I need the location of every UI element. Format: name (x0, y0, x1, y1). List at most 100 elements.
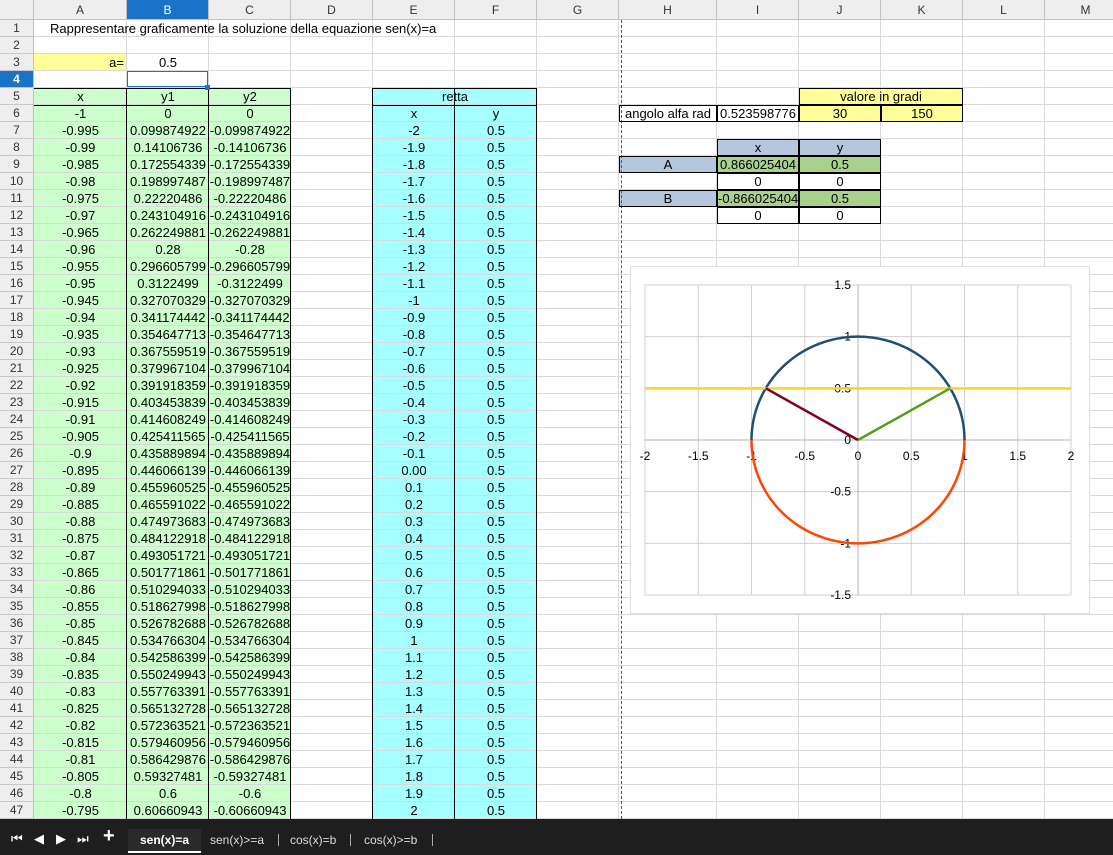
cell-retta-y[interactable]: 0.5 (486, 497, 506, 512)
row-header[interactable]: 14 (0, 241, 34, 258)
cell-y2[interactable]: -0.586429876 (209, 752, 291, 767)
cell-y1[interactable]: 0.446066139 (130, 463, 206, 478)
cell-y1[interactable]: 0.425411565 (130, 429, 206, 444)
cell-retta-y[interactable]: 0.5 (486, 752, 506, 767)
cell-retta-y[interactable]: 0.5 (486, 123, 506, 138)
cell-y1[interactable]: 0.3122499 (137, 276, 199, 291)
degrees-150[interactable]: 150 (881, 105, 963, 122)
cell-y1[interactable]: 0.518627998 (130, 599, 206, 614)
pointB-x[interactable]: -0.866025404 (717, 190, 799, 207)
column-header-H[interactable]: H (619, 0, 717, 20)
cell-retta-y[interactable]: 0.5 (486, 344, 506, 359)
cell-retta-y[interactable]: 0.5 (486, 548, 506, 563)
cell-retta-x[interactable]: 1.4 (404, 701, 424, 716)
row-header[interactable]: 7 (0, 122, 34, 139)
column-header-I[interactable]: I (717, 0, 799, 20)
cell-x[interactable]: -0.795 (62, 803, 99, 818)
row-header[interactable]: 10 (0, 173, 34, 190)
cell-retta-x[interactable]: 1.3 (404, 684, 424, 699)
cell-retta-x[interactable]: 0.2 (404, 497, 424, 512)
originA-y[interactable]: 0 (799, 173, 881, 190)
row-header[interactable]: 24 (0, 411, 34, 428)
cell-y1[interactable]: 0.579460956 (130, 735, 206, 750)
a-value-cell[interactable]: 0.5 (158, 55, 178, 70)
row-header[interactable]: 5 (0, 88, 34, 105)
cell-y1[interactable]: 0.403453839 (130, 395, 206, 410)
cell-y2[interactable]: -0.465591022 (209, 497, 291, 512)
cell-y2[interactable]: -0.262249881 (209, 225, 291, 240)
cell-y2[interactable]: -0.198997487 (209, 174, 291, 189)
cell-retta-y[interactable]: 0.5 (486, 480, 506, 495)
points-header-y[interactable]: y (799, 139, 881, 156)
cell-x[interactable]: -0.945 (62, 293, 99, 308)
cell-y1[interactable]: 0.6 (158, 786, 178, 801)
row-header[interactable]: 11 (0, 190, 34, 207)
cell-retta-x[interactable]: -1.9 (402, 140, 426, 155)
cell-retta-x[interactable]: -1.8 (402, 157, 426, 172)
cell-y2[interactable]: -0.534766304 (209, 633, 291, 648)
cell-y2[interactable]: -0.414608249 (209, 412, 291, 427)
cell-x[interactable]: -0.9 (69, 446, 92, 461)
row-header[interactable]: 1 (0, 20, 34, 37)
column-header-F[interactable]: F (455, 0, 537, 20)
cell-y2[interactable]: -0.542586399 (209, 650, 291, 665)
cell-x[interactable]: -0.965 (62, 225, 99, 240)
cell-y2[interactable]: -0.60660943 (213, 803, 287, 818)
cell-y2[interactable]: -0.579460956 (209, 735, 291, 750)
header-y2[interactable]: y2 (243, 89, 257, 104)
pointB-label[interactable]: B (619, 190, 717, 207)
column-header-E[interactable]: E (373, 0, 455, 20)
pointB-y[interactable]: 0.5 (799, 190, 881, 207)
cell-y2[interactable]: -0.172554339 (209, 157, 291, 172)
cell-y2[interactable]: -0.501771861 (209, 565, 291, 580)
row-header[interactable]: 28 (0, 479, 34, 496)
row-header[interactable]: 29 (0, 496, 34, 513)
cell-retta-x[interactable]: -1 (408, 293, 420, 308)
cell-retta-y[interactable]: 0.5 (486, 616, 506, 631)
cell-retta-x[interactable]: -1.6 (402, 191, 426, 206)
row-header[interactable]: 6 (0, 105, 34, 122)
cell-y1[interactable]: 0.60660943 (133, 803, 203, 818)
cell-x[interactable]: -0.84 (65, 650, 96, 665)
cell-retta-y[interactable]: 0.5 (486, 242, 506, 257)
cell-y2[interactable]: -0.435889894 (209, 446, 291, 461)
row-header[interactable]: 42 (0, 717, 34, 734)
cell-y2[interactable]: -0.557763391 (209, 684, 291, 699)
sheet-tab-cos-eq[interactable]: cos(x)=b (290, 833, 337, 847)
cell-retta-x[interactable]: 0.1 (404, 480, 424, 495)
sheet-title[interactable]: Rappresentare graficamente la soluzione … (50, 21, 437, 36)
cell-retta-x[interactable]: -0.6 (402, 361, 426, 376)
cell-y1[interactable]: 0.262249881 (130, 225, 206, 240)
cell-x[interactable]: -0.88 (65, 514, 96, 529)
cell-retta-y[interactable]: 0.5 (486, 599, 506, 614)
cell-retta-y[interactable]: 0.5 (486, 786, 506, 801)
cell-retta-x[interactable]: -0.1 (402, 446, 426, 461)
row-header[interactable]: 40 (0, 683, 34, 700)
originB-y[interactable]: 0 (799, 207, 881, 224)
cell-x[interactable]: -0.845 (62, 633, 99, 648)
cell-x[interactable]: -0.83 (65, 684, 96, 699)
cell-retta-y[interactable]: 0.5 (486, 327, 506, 342)
cell-y2[interactable]: -0.379967104 (209, 361, 291, 376)
row-header[interactable]: 34 (0, 581, 34, 598)
cell-y2[interactable]: -0.510294033 (209, 582, 291, 597)
row-header[interactable]: 16 (0, 275, 34, 292)
cell-x[interactable]: -0.935 (62, 327, 99, 342)
cell-y2[interactable]: -0.367559519 (209, 344, 291, 359)
cell-y1[interactable]: 0.526782688 (130, 616, 206, 631)
cell-retta-x[interactable]: 1.8 (404, 769, 424, 784)
sheet-tab-sen-eq[interactable]: sen(x)=a (128, 829, 202, 853)
cell-x[interactable]: -0.815 (62, 735, 99, 750)
cell-y2[interactable]: -0.6 (238, 786, 262, 801)
row-header[interactable]: 47 (0, 802, 34, 819)
angolo-label[interactable]: angolo alfa rad (619, 105, 717, 122)
cell-y1[interactable]: 0.414608249 (130, 412, 206, 427)
cell-y2[interactable]: -0.22220486 (213, 191, 287, 206)
cell-y2[interactable]: -0.550249943 (209, 667, 291, 682)
fill-handle[interactable] (205, 85, 210, 90)
cell-retta-y[interactable]: 0.5 (486, 684, 506, 699)
cell-retta-x[interactable]: 1.7 (404, 752, 424, 767)
row-header[interactable]: 38 (0, 649, 34, 666)
cell-x[interactable]: -0.805 (62, 769, 99, 784)
header-retta[interactable]: retta (441, 89, 468, 104)
